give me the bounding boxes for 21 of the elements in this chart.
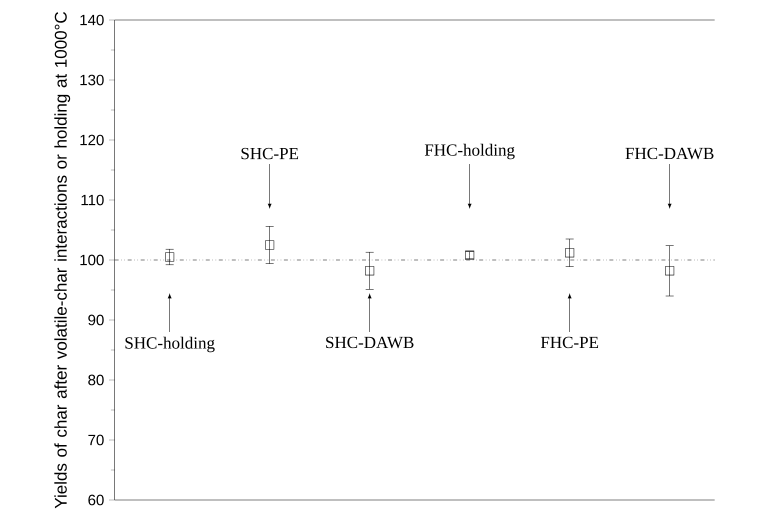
point [565, 248, 574, 258]
point [165, 252, 174, 262]
annotation: FHC-holding [424, 144, 515, 160]
annotation: FHC-PE [540, 336, 598, 348]
y-tick-label: 120 [80, 134, 104, 146]
y-tick-label: 130 [80, 74, 104, 86]
point [365, 266, 374, 276]
annotation: SHC-DAWB [326, 336, 414, 348]
y-axis-title: Yields of char after volatile-char interactions or holding at 1000°C [54, 12, 70, 508]
y-tick-label: 80 [88, 374, 104, 386]
y-tick-label: 70 [88, 434, 104, 446]
annotation: SHC-holding [125, 336, 215, 352]
y-tick-label: 100 [80, 254, 104, 266]
point [265, 240, 274, 250]
y-tick-label: 60 [88, 494, 104, 506]
y-tick-label: 90 [88, 314, 104, 326]
y-tick-label: 140 [80, 14, 104, 26]
annotation: SHC-PE [242, 148, 298, 160]
point [665, 266, 674, 276]
y-tick-label: 110 [82, 194, 104, 206]
annotation: FHC-DAWB [626, 148, 714, 160]
